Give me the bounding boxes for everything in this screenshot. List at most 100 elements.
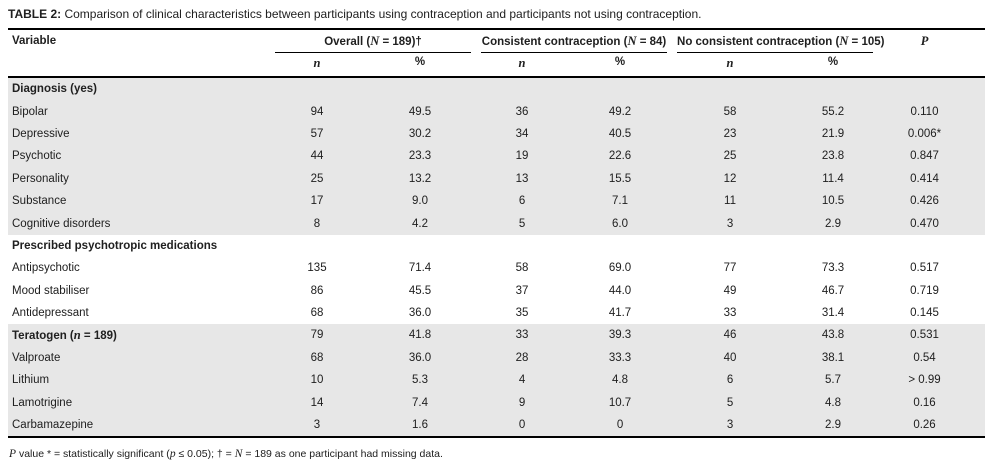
- row-label: Mood stabiliser: [12, 284, 90, 297]
- table-row: Lithium 10 5.3 4 4.8 6 5.7 > 0.99: [8, 369, 986, 392]
- value-cell: 36.0: [408, 307, 432, 320]
- value-cell: 44.0: [608, 284, 632, 297]
- column-header-p-value: P: [878, 29, 985, 77]
- row-label: Lithium: [12, 374, 50, 387]
- value-cell: 33: [515, 329, 529, 342]
- p-value-cell: 0.145: [910, 307, 939, 320]
- p-value-cell: 0.470: [910, 217, 939, 230]
- value-cell: 34: [515, 127, 529, 140]
- footnote-text: ≤ 0.05); † =: [175, 448, 235, 461]
- p-value-cell: 0.26: [913, 419, 936, 432]
- value-cell: 49: [723, 284, 737, 297]
- value-cell: 23: [723, 127, 737, 140]
- value-cell: 41.8: [408, 329, 432, 342]
- value-cell: 68: [310, 351, 324, 364]
- page: TABLE 2: Comparison of clinical characte…: [8, 7, 986, 461]
- value-cell: 49.2: [608, 105, 632, 118]
- value-cell: 6: [726, 374, 734, 387]
- value-cell: 11.4: [822, 172, 844, 185]
- p-value-cell: 0.517: [910, 262, 939, 275]
- p-symbol: p: [169, 448, 176, 461]
- value-cell: 94: [310, 105, 324, 118]
- value-cell: 8: [313, 217, 321, 230]
- value-cell: 28: [515, 351, 529, 364]
- value-cell: 68: [310, 307, 324, 320]
- value-cell: 3: [313, 419, 321, 432]
- n-symbol: n: [726, 56, 734, 70]
- value-cell: 33: [723, 307, 737, 320]
- table-row: Mood stabiliser 86 45.5 37 44.0 49 46.7 0.719: [8, 280, 985, 302]
- value-cell: 25: [723, 150, 737, 163]
- row-label: Psychotic: [12, 150, 62, 163]
- p-value-cell: [878, 235, 985, 257]
- group-label-text: No consistent contraception (: [677, 36, 840, 48]
- value-cell: 10.7: [608, 396, 632, 409]
- n-variable-symbol: N: [370, 34, 380, 48]
- row-label: Substance: [12, 195, 67, 208]
- value-cell: 71.4: [408, 262, 432, 275]
- table-row: Bipolar 94 49.5 36 49.2 58 55.2 0.110: [8, 100, 986, 123]
- value-cell: 25: [310, 172, 324, 185]
- row-label: Valproate: [12, 351, 61, 364]
- value-cell: [364, 77, 476, 100]
- value-cell: 37: [515, 284, 529, 297]
- value-cell: 4.8: [825, 396, 842, 409]
- value-cell: 11: [724, 195, 736, 208]
- row-label: Teratogen (n = 189): [12, 327, 117, 342]
- value-cell: 4.8: [612, 374, 629, 387]
- value-cell: 23.8: [821, 150, 845, 163]
- n-symbol: n: [518, 56, 526, 70]
- value-cell: 1.6: [412, 419, 428, 432]
- value-cell: 41.7: [608, 307, 632, 320]
- value-cell: 69.0: [608, 262, 632, 275]
- table-row: Antidepressant 68 36.0 35 41.7 33 31.4 0.145: [8, 302, 985, 324]
- n-variable-symbol: N: [839, 34, 849, 48]
- value-cell: 9.0: [412, 195, 428, 208]
- value-cell: 14: [310, 396, 324, 409]
- n-variable-symbol: n: [73, 327, 81, 342]
- value-cell: 46: [723, 329, 737, 342]
- value-cell: 6: [518, 195, 526, 208]
- value-cell: 33.3: [608, 351, 632, 364]
- value-cell: 36.0: [408, 351, 432, 364]
- table-row: Prescribed psychotropic medications: [8, 235, 985, 257]
- table-row: Substance 17 9.0 6 7.1 11 10.5 0.426: [8, 189, 986, 213]
- value-cell: [270, 77, 364, 100]
- value-cell: 13: [515, 172, 529, 185]
- value-cell: 17: [310, 195, 324, 208]
- value-cell: 5.7: [825, 374, 842, 387]
- value-cell: [788, 235, 878, 257]
- footnote: P value * = statistically significant (p…: [8, 447, 985, 461]
- p-value-cell: > 0.99: [908, 374, 941, 387]
- value-cell: [672, 77, 788, 100]
- value-cell: 38.1: [821, 351, 845, 364]
- value-cell: 19: [515, 150, 529, 163]
- value-cell: 13.2: [408, 172, 432, 185]
- column-group-consistent-contraception: Consistent contraception (N = 84): [476, 29, 672, 53]
- value-cell: 55.2: [821, 105, 845, 118]
- footnote-text: value * = statistically significant (: [16, 448, 170, 461]
- value-cell: 21.9: [821, 127, 845, 140]
- value-cell: 0: [616, 419, 624, 432]
- value-cell: [270, 235, 364, 257]
- table-row: Antipsychotic 135 71.4 58 69.0 77 73.3 0.517: [8, 257, 985, 279]
- row-label: Carbamazepine: [12, 419, 94, 432]
- table-body: Diagnosis (yes) Bipolar 94 49.5 36 49.2 58 55.2…: [8, 77, 986, 438]
- value-cell: 135: [307, 262, 327, 275]
- p-value-cell: 0.847: [910, 150, 939, 163]
- row-label: Prescribed psychotropic medications: [12, 239, 218, 252]
- value-cell: 46.7: [821, 284, 845, 297]
- value-cell: [476, 235, 568, 257]
- p-value-cell: 0.54: [913, 351, 936, 364]
- row-label: Personality: [12, 172, 69, 185]
- table-title-text: Comparison of clinical characteristics b…: [61, 7, 702, 21]
- value-cell: 86: [310, 284, 324, 297]
- value-cell: 7.1: [612, 195, 629, 208]
- p-symbol: P: [9, 448, 17, 461]
- value-cell: 40.5: [608, 127, 632, 140]
- subcolumn-percent: %: [614, 56, 626, 68]
- value-cell: 31.4: [821, 307, 845, 320]
- row-label: Antipsychotic: [12, 262, 80, 275]
- value-cell: 9: [518, 396, 526, 409]
- value-cell: 2.9: [825, 217, 842, 230]
